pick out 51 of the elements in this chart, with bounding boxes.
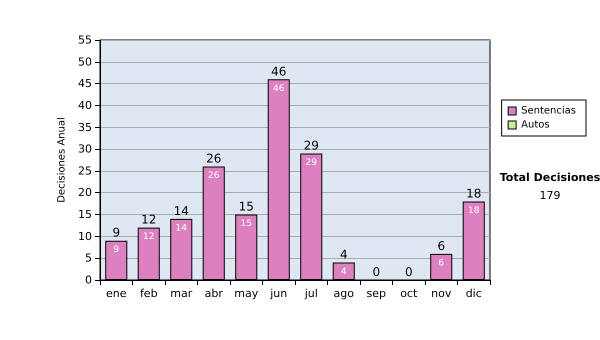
data-label: 29	[306, 158, 318, 168]
y-tick-label: 20	[78, 186, 92, 200]
data-label: 26	[208, 171, 220, 182]
y-tick-label: 55	[78, 34, 92, 46]
total-label: 18	[466, 186, 482, 200]
x-tick-label: jul	[304, 287, 318, 300]
data-label: 18	[468, 206, 480, 216]
total-label: 9	[112, 226, 120, 240]
total-label: 0	[404, 265, 413, 279]
y-tick-label: 15	[78, 208, 92, 222]
data-label: 46	[273, 84, 285, 94]
data-label: 4	[340, 267, 347, 278]
y-tick-label: 30	[78, 142, 92, 156]
y-tick-label: 45	[78, 77, 92, 90]
x-tick-label: ene	[106, 287, 127, 300]
legend-label: Autos	[521, 120, 550, 130]
y-tick-label: 35	[78, 120, 92, 134]
y-axis-title: Decisiones Anual	[56, 117, 68, 203]
x-tick-label: dic	[466, 287, 482, 300]
data-label: 12	[143, 232, 154, 242]
data-label: 6	[438, 258, 444, 268]
x-tick-label: ago	[334, 287, 354, 300]
total-label: 15	[238, 200, 254, 214]
x-tick-label: jun	[269, 287, 288, 300]
total-label: 4	[340, 248, 348, 262]
text: 179	[540, 189, 560, 202]
x-tick-label: feb	[140, 287, 158, 300]
y-tick-label: 25	[78, 164, 92, 178]
x-tick-label: abr	[204, 287, 224, 300]
total-label: 29	[304, 138, 319, 152]
legend-label: Sentencias	[521, 106, 576, 116]
y-tick-label: 5	[85, 252, 92, 265]
total-label: 6	[437, 238, 446, 253]
text: Total Decisiones	[500, 171, 600, 184]
data-label: 9	[113, 245, 120, 256]
y-tick-label: 50	[78, 55, 92, 68]
total-label: 12	[141, 212, 156, 227]
total-label: 46	[271, 64, 286, 78]
x-tick-label: nov	[431, 287, 452, 300]
y-tick-label: 40	[78, 98, 92, 112]
x-tick-label: may	[234, 287, 259, 300]
total-label: 26	[206, 152, 222, 166]
data-label: 15	[240, 219, 252, 230]
x-tick-label: sep	[366, 287, 386, 300]
x-tick-label: oct	[400, 287, 418, 300]
total-label: 0	[372, 265, 380, 279]
y-tick-label: 0	[85, 274, 92, 286]
total-label: 14	[174, 204, 189, 218]
y-tick-label: 10	[78, 230, 92, 243]
x-tick-label: mar	[170, 287, 193, 300]
data-label: 14	[176, 223, 188, 234]
